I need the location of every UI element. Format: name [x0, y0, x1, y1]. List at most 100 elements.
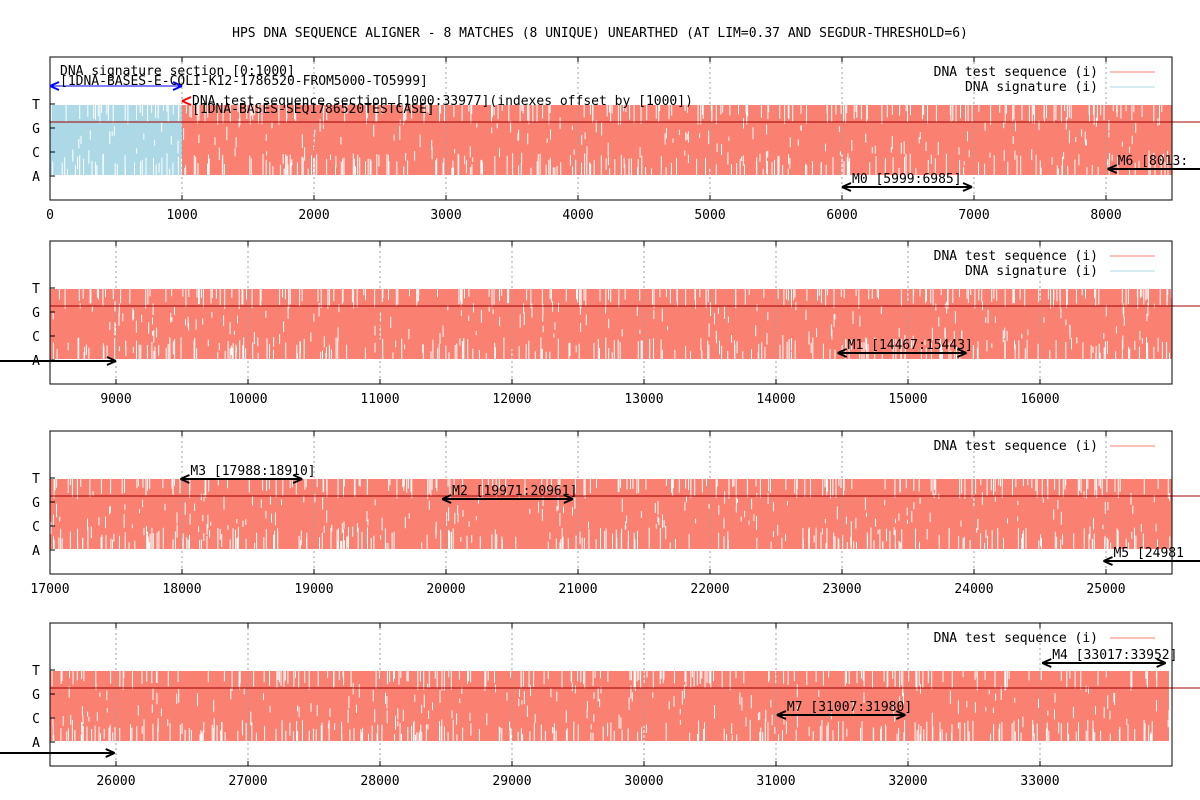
match-arrow-0-head-right — [292, 474, 303, 484]
y-tick-label-C: C — [32, 712, 40, 727]
x-tick-label: 15000 — [888, 392, 927, 407]
match-label-1: M4 [33017:33952] — [1052, 648, 1177, 663]
sequence-gaps — [50, 105, 182, 175]
match-label-2: M7 [31007:31980] — [787, 700, 912, 715]
x-tick-label: 21000 — [558, 582, 597, 597]
x-tick-label: 5000 — [694, 208, 725, 223]
x-tick-label: 4000 — [562, 208, 593, 223]
y-tick-label-G: G — [32, 306, 40, 321]
test-sequence-band — [50, 479, 1172, 549]
x-tick-label: 20000 — [426, 582, 465, 597]
x-tick-label: 18000 — [162, 582, 201, 597]
match-arrow-4-head-right — [962, 182, 973, 192]
x-tick-label: 17000 — [30, 582, 69, 597]
x-tick-label: 8000 — [1090, 208, 1121, 223]
signature-band — [50, 105, 182, 175]
x-tick-label: 3000 — [430, 208, 461, 223]
y-tick-label-A: A — [32, 544, 40, 559]
test-sequence-band — [50, 671, 1169, 741]
x-tick-label: 2000 — [298, 208, 329, 223]
match-arrow-0-head-right — [105, 748, 116, 758]
x-tick-label: 27000 — [228, 774, 267, 789]
x-tick-label: 10000 — [228, 392, 267, 407]
panel-plot-area-2 — [50, 241, 1172, 384]
y-tick-label-T: T — [32, 98, 40, 113]
x-tick-label: 16000 — [1020, 392, 1059, 407]
y-tick-label-T: T — [32, 664, 40, 679]
legend-label-signature: DNA signature (i) — [965, 264, 1098, 279]
match-label-1: M1 [14467:15443] — [848, 338, 973, 353]
match-arrow-1-head-right — [957, 348, 967, 358]
x-tick-label: 33000 — [1020, 774, 1059, 789]
x-tick-label: 30000 — [624, 774, 663, 789]
signature-section-arrow-head-right — [172, 81, 183, 91]
panel-2: 9000 10000 11000 12000 13000 14000 15000 16000 T… — [0, 240, 1200, 407]
legend-label-signature: DNA signature (i) — [965, 80, 1098, 95]
sequence-gaps — [51, 671, 1170, 743]
x-tick-label: 19000 — [294, 582, 333, 597]
chart-title: HPS DNA SEQUENCE ALIGNER - 8 MATCHES (8 … — [232, 26, 968, 41]
signature-section-arrow-head-left — [49, 81, 60, 91]
legend-label-test_sequence: DNA test sequence (i) — [934, 249, 1098, 264]
x-tick-label: 12000 — [492, 392, 531, 407]
legend-label-test_sequence: DNA test sequence (i) — [934, 65, 1098, 80]
y-tick-label-G: G — [32, 688, 40, 703]
panel-plot-area-1 — [50, 57, 1172, 200]
panel-plot-area-4 — [50, 623, 1170, 766]
x-tick-label: 6000 — [826, 208, 857, 223]
x-tick-label: 22000 — [690, 582, 729, 597]
annotation-label: [1DNA-BASES-SEQ1786520TESTCASE] — [192, 102, 435, 117]
match-arrow-5-head-left — [1107, 164, 1118, 174]
x-tick-label: 0 — [46, 208, 54, 223]
y-tick-label-T: T — [32, 472, 40, 487]
y-tick-label-A: A — [32, 170, 40, 185]
match-arrow-2-head-left — [1103, 556, 1113, 566]
x-tick-label: 28000 — [360, 774, 399, 789]
sequence-gaps — [52, 289, 1172, 359]
x-tick-label: 31000 — [756, 774, 795, 789]
x-tick-label: 24000 — [954, 582, 993, 597]
y-tick-label-G: G — [32, 122, 40, 137]
panel-4: 26000 27000 28000 29000 30000 31000 32000 33000… — [0, 622, 1200, 789]
match-label-1: M2 [19971:20961] — [452, 484, 577, 499]
panel-plot-area-3 — [50, 431, 1172, 574]
legend-label-test_sequence: DNA test sequence (i) — [934, 631, 1098, 646]
x-tick-label: 26000 — [96, 774, 135, 789]
legend-label-test_sequence: DNA test sequence (i) — [934, 439, 1098, 454]
annotation-label: DNA signature section [0:1000] — [60, 64, 295, 79]
x-tick-label: 7000 — [958, 208, 989, 223]
match-arrow-0-head-right — [106, 356, 117, 366]
y-tick-label-T: T — [32, 282, 40, 297]
match-arrow-1-head-left — [1041, 658, 1052, 668]
x-tick-label: 23000 — [822, 582, 861, 597]
y-tick-label-C: C — [32, 330, 40, 345]
match-label-2: M5 [24981 — [1113, 546, 1183, 561]
match-arrow-2-head-right — [895, 710, 906, 720]
x-tick-label: 32000 — [888, 774, 927, 789]
match-arrow-1-head-left — [441, 494, 452, 504]
y-tick-label-C: C — [32, 146, 40, 161]
section-arrow-head — [181, 96, 192, 106]
x-tick-label: 1000 — [166, 208, 197, 223]
match-arrow-2-head-left — [776, 710, 787, 720]
y-tick-label-A: A — [32, 736, 40, 751]
match-arrow-1-head-right — [563, 494, 574, 504]
sequence-gaps — [50, 479, 1171, 549]
match-label-4: M0 [5999:6985] — [852, 172, 962, 187]
x-tick-label: 9000 — [100, 392, 131, 407]
match-label-5: M6 [8013: — [1118, 154, 1188, 169]
x-tick-label: 13000 — [624, 392, 663, 407]
match-arrow-4-head-left — [841, 182, 852, 192]
match-arrow-0-head-left — [180, 474, 190, 484]
panel-3: 17000 18000 19000 20000 21000 22000 23000 24000… — [30, 430, 1200, 597]
y-tick-label-G: G — [32, 496, 40, 511]
match-arrow-1-head-left — [837, 348, 848, 358]
x-tick-label: 14000 — [756, 392, 795, 407]
match-label-0: M3 [17988:18910] — [190, 464, 315, 479]
annotation-label: DNA test sequence section [1000:33977](i… — [192, 94, 693, 109]
y-tick-label-C: C — [32, 520, 40, 535]
annotation-label: [1DNA-BASES-E-COLI-K12-1786520-FROM5000-… — [60, 74, 428, 89]
match-arrow-1-head-right — [1156, 658, 1167, 668]
